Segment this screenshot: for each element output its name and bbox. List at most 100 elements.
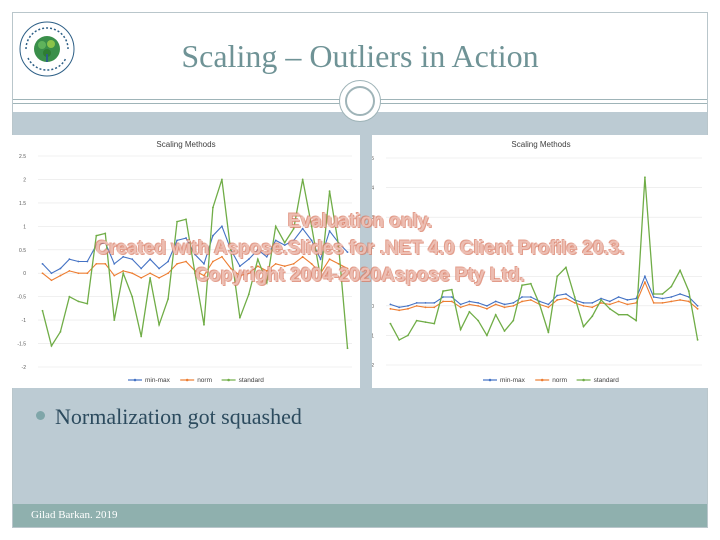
data-point-min-max xyxy=(158,267,161,270)
data-point-standard xyxy=(565,266,567,269)
y-tick-label: 2.5 xyxy=(19,154,26,160)
data-point-min-max xyxy=(459,303,462,306)
data-point-norm xyxy=(337,262,340,265)
data-point-norm xyxy=(696,307,699,310)
data-point-min-max xyxy=(122,255,125,258)
data-point-norm xyxy=(442,300,444,303)
data-point-norm xyxy=(477,304,480,307)
data-point-min-max xyxy=(450,296,453,298)
data-point-standard xyxy=(328,190,331,193)
data-point-norm xyxy=(131,272,134,275)
data-point-min-max xyxy=(617,296,620,298)
y-tick-label: 4 xyxy=(372,186,374,192)
data-point-min-max xyxy=(477,302,480,304)
data-point-norm xyxy=(424,306,427,309)
data-point-norm xyxy=(617,300,620,303)
legend-label-norm: norm xyxy=(552,377,567,384)
data-point-norm xyxy=(415,304,418,307)
data-point-norm xyxy=(283,265,286,268)
legend-label-norm: norm xyxy=(197,377,212,384)
data-point-standard xyxy=(652,293,655,295)
data-point-standard xyxy=(494,313,497,316)
data-point-norm xyxy=(679,299,681,301)
data-point-standard xyxy=(398,338,401,341)
series-line-standard xyxy=(41,179,349,349)
data-point-norm xyxy=(41,272,44,275)
data-point-norm xyxy=(176,262,178,265)
y-tick-label: 0 xyxy=(23,271,26,277)
data-point-standard xyxy=(194,272,196,275)
data-point-standard xyxy=(591,315,594,318)
data-point-standard xyxy=(247,293,250,296)
data-point-norm xyxy=(512,304,515,307)
data-point-norm xyxy=(247,272,250,275)
data-point-norm xyxy=(556,299,559,301)
y-tick-label: 1.5 xyxy=(19,201,26,207)
y-tick-label: -0.5 xyxy=(17,295,26,301)
data-point-min-max xyxy=(221,225,223,228)
data-point-norm xyxy=(433,306,436,309)
data-point-standard xyxy=(442,290,444,292)
divider-ornament xyxy=(339,80,381,122)
data-point-min-max xyxy=(265,255,268,258)
data-point-norm xyxy=(238,274,241,277)
data-point-min-max xyxy=(407,304,409,307)
data-point-norm xyxy=(229,267,232,270)
data-point-norm xyxy=(185,260,187,263)
data-point-standard xyxy=(319,277,322,279)
data-point-min-max xyxy=(582,302,585,304)
y-tick-label: -1.5 xyxy=(17,342,26,348)
footer-text: Gilad Barkan. 2019 xyxy=(31,509,118,521)
data-point-norm xyxy=(149,272,152,275)
data-point-norm xyxy=(389,307,392,310)
bullet-item: Normalization got squashed xyxy=(36,404,302,430)
data-point-min-max xyxy=(398,306,401,309)
data-point-min-max xyxy=(503,303,506,306)
data-point-min-max xyxy=(494,300,497,303)
data-point-min-max xyxy=(486,304,488,307)
data-point-norm xyxy=(212,260,214,263)
data-point-min-max xyxy=(194,253,196,256)
data-point-min-max xyxy=(59,267,62,270)
legend-marker-norm xyxy=(540,378,544,382)
data-point-norm xyxy=(591,306,594,309)
legend-marker-standard xyxy=(582,378,585,382)
data-point-norm xyxy=(600,302,602,304)
data-point-standard xyxy=(212,206,214,209)
bullet-text: Normalization got squashed xyxy=(55,404,302,429)
data-point-standard xyxy=(265,281,268,284)
data-point-norm xyxy=(521,300,523,303)
data-point-standard xyxy=(521,284,523,287)
data-point-min-max xyxy=(203,262,205,265)
data-point-standard xyxy=(687,290,690,292)
data-point-standard xyxy=(529,282,532,285)
data-point-min-max xyxy=(319,258,322,261)
data-point-norm xyxy=(346,267,349,270)
data-point-standard xyxy=(346,347,349,350)
data-point-standard xyxy=(292,227,295,230)
data-point-min-max xyxy=(301,227,304,230)
data-point-norm xyxy=(661,302,664,304)
legend-label-standard: standard xyxy=(594,377,620,384)
legend-marker-min-max xyxy=(133,378,137,382)
data-point-norm xyxy=(59,274,62,277)
y-tick-label: 1 xyxy=(372,274,374,280)
data-point-norm xyxy=(167,272,169,275)
data-point-min-max xyxy=(512,302,515,304)
data-point-min-max xyxy=(679,293,681,295)
data-point-standard xyxy=(203,323,205,326)
data-point-min-max xyxy=(468,300,471,303)
data-point-standard xyxy=(337,244,340,246)
data-point-standard xyxy=(176,220,178,223)
data-point-norm xyxy=(529,299,532,301)
data-point-min-max xyxy=(556,294,559,297)
data-point-standard xyxy=(696,338,699,341)
data-point-min-max xyxy=(238,265,241,268)
data-point-standard xyxy=(477,319,480,322)
chart-left-svg: Scaling Methods 2.5 2 1.5 1 0.5 0 -0.5 -1 -1.5 -2 m… xyxy=(17,140,352,384)
data-point-norm xyxy=(256,265,259,268)
data-point-norm xyxy=(608,303,611,306)
data-point-norm xyxy=(547,306,550,309)
data-point-standard xyxy=(310,225,313,228)
data-point-norm xyxy=(652,302,655,304)
